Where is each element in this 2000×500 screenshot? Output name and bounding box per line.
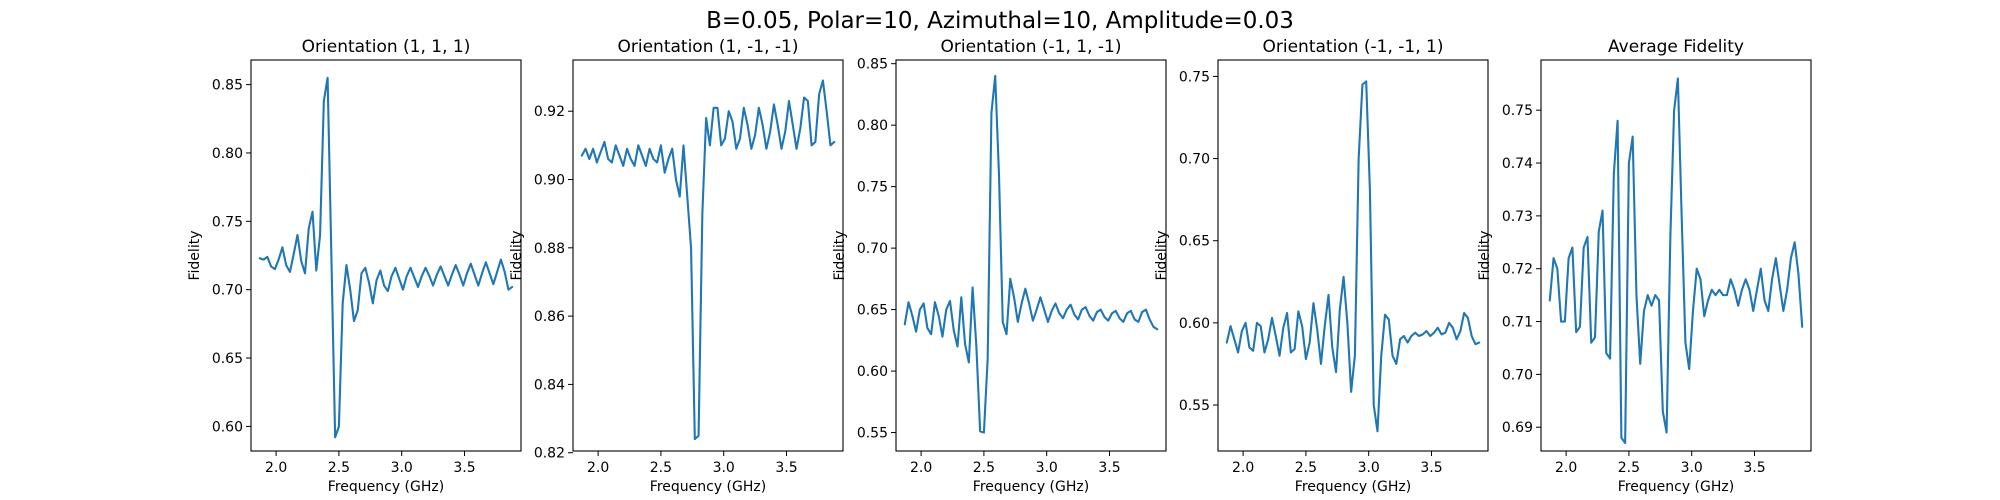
x-tick-label: 2.0 [265,460,287,476]
subplot-title: Orientation (-1, -1, 1) [1263,37,1444,57]
y-tick-label: 0.65 [212,351,243,367]
y-tick-label: 0.84 [534,377,565,393]
subplot-1: 2.0 2.5 3.0 3.5 0.60 0.65 0.70 0.75 0.80 0.85 Orie… [187,37,522,495]
plot-frame [1217,59,1489,452]
data-series-line [1548,77,1804,445]
y-tick-label: 0.72 [1502,262,1533,278]
y-tick-label: 0.85 [212,78,243,94]
y-tick-label: 0.60 [212,419,243,435]
x-tick-label: 3.0 [713,460,735,476]
x-tick-label: 3.0 [1036,460,1058,476]
y-tick-label: 0.60 [857,364,888,380]
plot-frame [1540,59,1812,452]
x-tick-label: 3.0 [391,460,413,476]
y-tick-label: 0.65 [1179,234,1210,250]
data-series-line [580,79,836,441]
x-tick-label: 3.5 [453,460,475,476]
data-series-line [903,74,1159,434]
plot-frame [895,59,1167,452]
subplot-title: Orientation (-1, 1, -1) [941,37,1122,57]
x-tick-label: 2.5 [1618,460,1640,476]
subplot-5: 2.0 2.5 3.0 3.5 0.69 0.70 0.71 0.72 0.73 0.74 0.75… [1477,37,1812,495]
y-tick-label: 0.70 [1502,367,1533,383]
y-tick-label: 0.80 [212,146,243,162]
y-tick-label: 0.92 [534,104,565,120]
subplot-title: Orientation (1, -1, -1) [618,37,799,57]
y-tick-label: 0.86 [534,309,565,325]
subplot-title: Orientation (1, 1, 1) [302,37,471,57]
x-axis-label: Frequency (GHz) [328,479,444,495]
y-tick-label: 0.74 [1502,156,1533,172]
x-tick-label: 2.0 [910,460,932,476]
y-tick-label: 0.73 [1502,209,1533,225]
y-tick-label: 0.70 [857,241,888,257]
x-tick-label: 2.0 [587,460,609,476]
y-tick-label: 0.75 [1502,103,1533,119]
y-tick-label: 0.75 [1179,69,1210,85]
y-axis-label: Fidelity [187,231,203,281]
y-tick-label: 0.90 [534,173,565,189]
x-axis-label: Frequency (GHz) [973,479,1089,495]
y-tick-label: 0.55 [1179,398,1210,414]
plot-frame [572,59,844,452]
x-tick-label: 2.5 [650,460,672,476]
x-tick-label: 2.0 [1555,460,1577,476]
x-tick-label: 3.5 [1098,460,1120,476]
y-tick-label: 0.75 [857,180,888,196]
x-tick-label: 2.5 [328,460,350,476]
y-tick-label: 0.55 [857,426,888,442]
subplot-3: 2.0 2.5 3.0 3.5 0.55 0.60 0.65 0.70 0.75 0.80 0.85… [832,37,1167,495]
y-tick-label: 0.69 [1502,420,1533,436]
x-tick-label: 3.0 [1681,460,1703,476]
y-tick-label: 0.70 [212,283,243,299]
y-axis-label: Fidelity [1154,231,1170,281]
y-tick-label: 0.75 [212,214,243,230]
x-tick-label: 2.0 [1232,460,1254,476]
y-axis-label: Fidelity [1477,231,1493,281]
x-axis-label: Frequency (GHz) [1295,479,1411,495]
x-axis-label: Frequency (GHz) [1618,479,1734,495]
x-tick-label: 3.5 [1743,460,1765,476]
x-tick-label: 2.5 [973,460,995,476]
y-tick-label: 0.70 [1179,152,1210,168]
y-tick-label: 0.88 [534,241,565,257]
y-tick-label: 0.82 [534,446,565,462]
x-tick-label: 3.5 [775,460,797,476]
y-tick-label: 0.60 [1179,316,1210,332]
x-tick-label: 2.5 [1295,460,1317,476]
y-tick-label: 0.85 [857,57,888,73]
y-tick-label: 0.71 [1502,315,1533,331]
x-tick-label: 3.0 [1358,460,1380,476]
y-axis-label: Fidelity [832,231,848,281]
subplot-4: 2.0 2.5 3.0 3.5 0.55 0.60 0.65 0.70 0.75 Orientat… [1154,37,1489,495]
figure-suptitle: B=0.05, Polar=10, Azimuthal=10, Amplitud… [706,8,1294,34]
x-tick-label: 3.5 [1420,460,1442,476]
y-tick-label: 0.80 [857,118,888,134]
plot-frame [250,59,522,452]
subplot-title: Average Fidelity [1608,37,1744,57]
y-axis-label: Fidelity [509,231,525,281]
data-series-line [1225,80,1481,433]
y-tick-label: 0.65 [857,303,888,319]
subplot-2: 2.0 2.5 3.0 3.5 0.82 0.84 0.86 0.88 0.90 0.92 Orie… [509,37,844,495]
data-series-line [258,76,514,439]
x-axis-label: Frequency (GHz) [650,479,766,495]
